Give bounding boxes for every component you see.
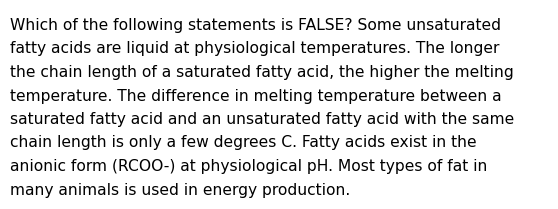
Text: chain length is only a few degrees C. Fatty acids exist in the: chain length is only a few degrees C. Fa… xyxy=(10,135,477,150)
Text: Which of the following statements is FALSE? Some unsaturated: Which of the following statements is FAL… xyxy=(10,18,501,33)
Text: anionic form (RCOO-) at physiological pH. Most types of fat in: anionic form (RCOO-) at physiological pH… xyxy=(10,159,487,174)
Text: fatty acids are liquid at physiological temperatures. The longer: fatty acids are liquid at physiological … xyxy=(10,42,499,56)
Text: the chain length of a saturated fatty acid, the higher the melting: the chain length of a saturated fatty ac… xyxy=(10,65,514,80)
Text: temperature. The difference in melting temperature between a: temperature. The difference in melting t… xyxy=(10,88,502,103)
Text: many animals is used in energy production.: many animals is used in energy productio… xyxy=(10,182,350,198)
Text: saturated fatty acid and an unsaturated fatty acid with the same: saturated fatty acid and an unsaturated … xyxy=(10,112,514,127)
